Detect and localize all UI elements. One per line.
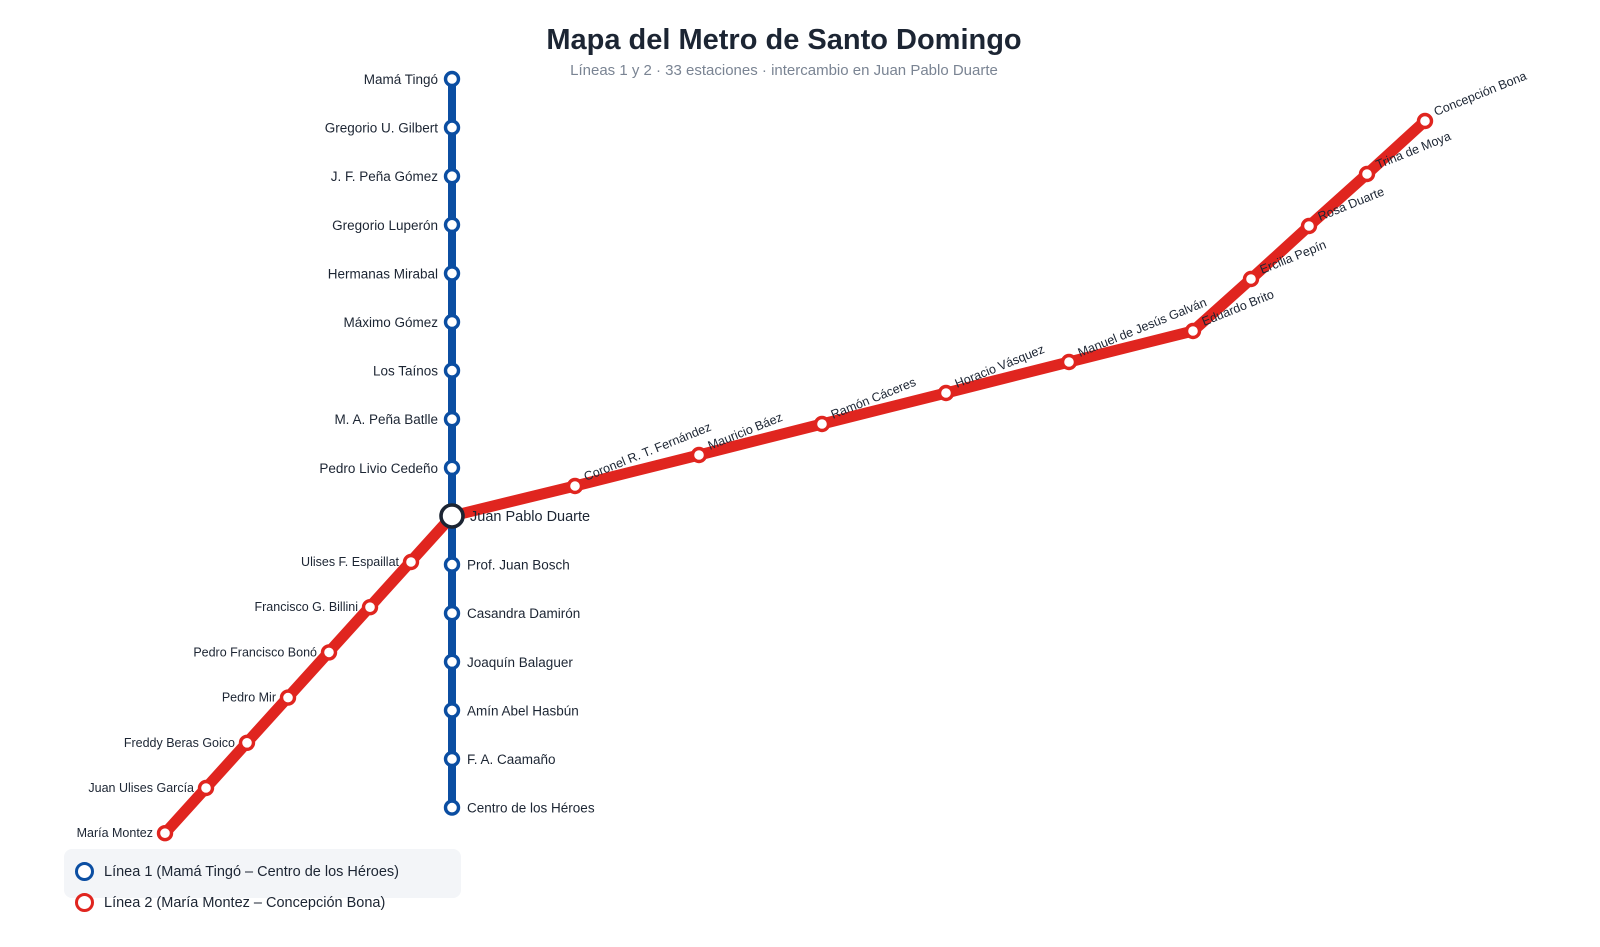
station-centro-de-los-heroes[interactable] [443, 799, 461, 816]
station-label-f-a-caamano: F. A. Caamaño [467, 752, 556, 767]
label-layer: Mamá Tingó Gregorio U. Gilbert J. F. Peña … [77, 69, 1529, 840]
station-hermanas-mirabal[interactable] [443, 265, 461, 282]
station-label-m-a-pena-batlle: M. A. Peña Batlle [334, 412, 438, 427]
station-label-pedro-livio-cedeno: Pedro Livio Cedeño [319, 461, 438, 476]
line-1-marker-icon [75, 862, 94, 881]
station-label-juan-pablo-duarte: Juan Pablo Duarte [470, 509, 590, 525]
legend-item-linea-2: Línea 2 (María Montez – Concepción Bona) [75, 893, 385, 912]
station-label-amin-abel-hasbun: Amín Abel Hasbún [467, 703, 579, 718]
station-label-centro-de-los-heroes: Centro de los Héroes [467, 801, 595, 816]
station-los-tainos[interactable] [443, 362, 461, 379]
station-label-los-tainos: Los Taínos [373, 364, 438, 379]
station-label-joaquin-balaguer: Joaquín Balaguer [467, 655, 573, 670]
station-label-francisco-g-billini: Francisco G. Billini [255, 600, 359, 614]
legend-label-linea-2: Línea 2 (María Montez – Concepción Bona) [104, 894, 386, 911]
station-label-ulises-f-espaillat: Ulises F. Espaillat [301, 555, 399, 569]
legend-item-linea-1: Línea 1 (Mamá Tingó – Centro de los Héro… [75, 862, 399, 881]
station-label-gregorio-u-gilbert: Gregorio U. Gilbert [325, 121, 439, 136]
track-layer [159, 75, 1431, 839]
station-pedro-mir[interactable] [279, 689, 297, 706]
line-2-track [159, 115, 1431, 839]
station-pedro-francisco-bono[interactable] [320, 644, 338, 661]
station-juan-ulises-garcia[interactable] [197, 779, 215, 797]
station-horacio-vasquez[interactable] [937, 384, 955, 402]
station-layer [156, 70, 1434, 842]
station-concepcion-bona[interactable] [1416, 112, 1434, 130]
station-label-casandra-damiron: Casandra Damirón [467, 606, 580, 621]
station-ercilia-pepin[interactable] [1242, 270, 1260, 288]
station-ulises-f-espaillat[interactable] [402, 553, 420, 571]
station-label-hermanas-mirabal: Hermanas Mirabal [328, 266, 438, 281]
station-juan-pablo-duarte[interactable] [439, 503, 465, 529]
station-manuel-de-jesus-galvan[interactable] [1060, 353, 1078, 371]
station-label-concepcion-bona: Concepción Bona [1432, 69, 1529, 119]
station-label-j-f-pena-gomez: J. F. Peña Gómez [331, 169, 439, 184]
station-ramon-caceres[interactable] [813, 415, 831, 433]
station-label-pedro-francisco-bono: Pedro Francisco Bonó [193, 645, 317, 659]
station-label-juan-ulises-garcia: Juan Ulises García [88, 781, 194, 795]
station-coronel-r-t-fernandez[interactable] [566, 477, 584, 495]
station-j-f-pena-gomez[interactable] [443, 167, 461, 185]
station-gregorio-u-gilbert[interactable] [443, 119, 461, 136]
station-gregorio-luperon[interactable] [443, 216, 461, 234]
station-label-freddy-beras-goico: Freddy Beras Goico [124, 736, 235, 750]
station-francisco-g-billini[interactable] [361, 599, 379, 616]
station-label-maximo-gomez: Máximo Gómez [343, 315, 438, 330]
station-pedro-livio-cedeno[interactable] [443, 459, 461, 476]
map-subtitle: Líneas 1 y 2 · 33 estaciones · intercamb… [570, 62, 998, 79]
station-mama-tingo[interactable] [443, 70, 461, 88]
station-maximo-gomez[interactable] [443, 313, 461, 331]
station-prof-juan-bosch[interactable] [443, 556, 461, 573]
station-casandra-damiron[interactable] [443, 605, 461, 622]
station-eduardo-brito[interactable] [1184, 322, 1202, 340]
station-label-pedro-mir: Pedro Mir [222, 691, 276, 705]
legend-label-linea-1: Línea 1 (Mamá Tingó – Centro de los Héro… [104, 863, 399, 880]
station-m-a-pena-batlle[interactable] [443, 411, 461, 428]
station-amin-abel-hasbun[interactable] [443, 702, 461, 719]
station-label-maria-montez: María Montez [77, 826, 153, 840]
station-mauricio-baez[interactable] [690, 446, 708, 464]
map-title: Mapa del Metro de Santo Domingo [546, 24, 1021, 56]
station-label-prof-juan-bosch: Prof. Juan Bosch [467, 558, 570, 573]
station-f-a-caamano[interactable] [443, 750, 461, 768]
station-joaquin-balaguer[interactable] [443, 653, 461, 670]
line-2-marker-icon [75, 893, 94, 912]
station-freddy-beras-goico[interactable] [238, 734, 256, 751]
legend [64, 849, 461, 898]
station-trina-de-moya[interactable] [1358, 165, 1376, 183]
station-label-gregorio-luperon: Gregorio Luperón [332, 218, 438, 233]
station-label-mama-tingo: Mamá Tingó [364, 72, 438, 87]
station-rosa-duarte[interactable] [1300, 217, 1318, 235]
station-maria-montez[interactable] [156, 825, 174, 842]
